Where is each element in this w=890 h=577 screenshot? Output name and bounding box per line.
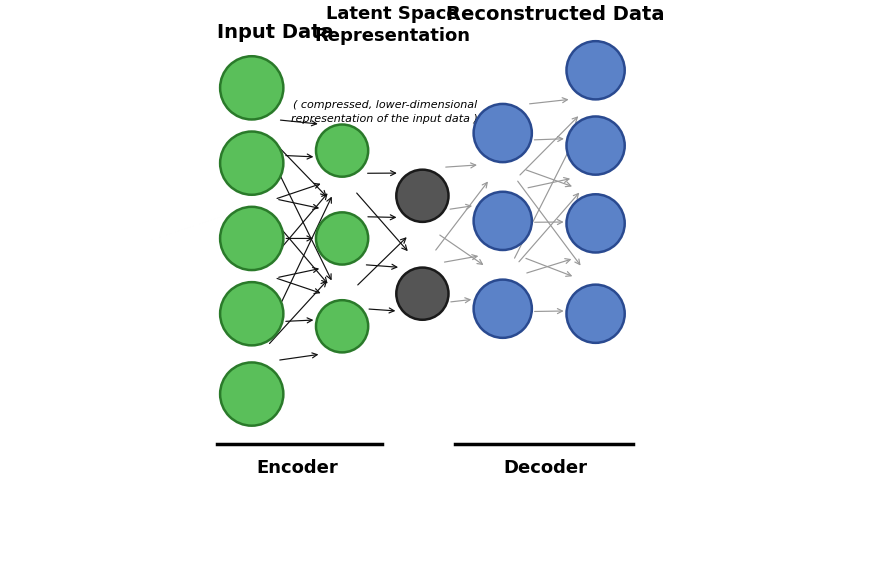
Circle shape xyxy=(316,212,368,264)
Text: Reconstructed Data: Reconstructed Data xyxy=(446,5,665,24)
Circle shape xyxy=(396,170,449,222)
Text: Input Data: Input Data xyxy=(216,23,333,42)
Circle shape xyxy=(220,362,283,426)
Circle shape xyxy=(473,104,532,162)
Circle shape xyxy=(566,41,625,99)
Circle shape xyxy=(566,284,625,343)
Circle shape xyxy=(316,300,368,353)
Circle shape xyxy=(566,194,625,253)
Text: studyopedia: studyopedia xyxy=(699,533,828,552)
Text: Encoder: Encoder xyxy=(256,459,338,477)
Circle shape xyxy=(396,268,449,320)
Circle shape xyxy=(473,280,532,338)
Circle shape xyxy=(220,207,283,270)
Circle shape xyxy=(316,125,368,177)
Text: Autoencoders  Architecture: Autoencoders Architecture xyxy=(25,533,350,552)
Circle shape xyxy=(220,132,283,195)
Circle shape xyxy=(566,117,625,175)
Text: ( compressed, lower-dimensional
representation of the input data ): ( compressed, lower-dimensional represen… xyxy=(291,100,478,123)
Circle shape xyxy=(220,282,283,346)
Text: Latent Space
Representation: Latent Space Representation xyxy=(314,5,470,45)
Circle shape xyxy=(473,192,532,250)
Circle shape xyxy=(220,56,283,119)
Text: Decoder: Decoder xyxy=(504,459,587,477)
